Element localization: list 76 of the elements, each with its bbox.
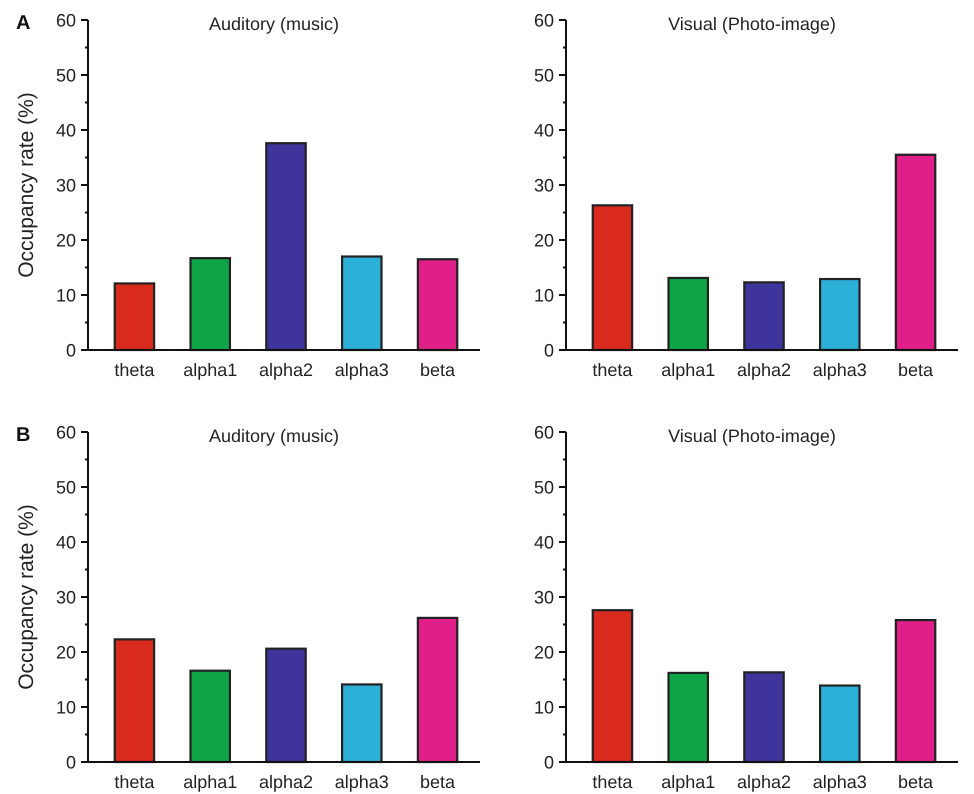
x-tick-label: alpha3 [334,772,389,792]
bar [894,619,936,764]
y-tick-label: 20 [534,642,554,662]
bar [265,648,307,764]
x-tick-label: alpha1 [661,772,716,792]
y-tick-label: 20 [56,230,76,250]
y-tick-label: 60 [534,422,554,442]
y-tick-label: 50 [56,65,76,86]
y-axis-title: Occupancy rate (%) [15,92,38,278]
y-tick-label: 30 [56,175,76,196]
y-tick-label: 60 [56,422,76,442]
x-tick-label: alpha2 [258,360,314,380]
bar [189,670,232,764]
y-tick-label: 50 [534,477,554,498]
y-tick-label: 10 [56,285,76,306]
x-tick-label: beta [898,772,934,792]
bar [114,638,156,764]
y-tick-label: 30 [534,175,554,196]
text: B [16,424,30,446]
bar [592,204,634,352]
y-tick-label: 60 [534,10,554,30]
x-tick-label: beta [420,360,456,380]
y-tick-label: 40 [56,532,76,552]
text: A [16,12,30,34]
x-tick-label: theta [592,772,634,792]
x-tick-label: alpha3 [334,360,389,380]
y-tick-label: 0 [544,340,554,360]
y-tick-label: 10 [56,697,76,718]
x-tick-label: beta [898,360,934,380]
x-tick-label: theta [114,360,156,380]
chart-title: Visual (Photo-image) [668,14,836,34]
y-tick-label: 20 [56,642,76,662]
bar [189,257,232,352]
bar [743,671,785,764]
bar [265,142,307,352]
x-tick-label: alpha1 [183,360,238,380]
y-axis-title: Occupancy rate (%) [15,504,38,690]
x-tick-label: alpha3 [812,772,867,792]
bar [667,672,710,764]
bar [416,616,458,764]
y-tick-label: 50 [56,477,76,498]
bar [667,276,710,352]
bar [818,684,861,764]
x-tick-label: alpha1 [661,360,716,380]
bar [894,154,936,352]
x-tick-label: theta [114,772,156,792]
y-tick-label: 0 [66,340,76,360]
bar [818,278,861,352]
bar [340,683,383,764]
x-tick-label: alpha1 [183,772,238,792]
x-tick-label: alpha3 [812,360,867,380]
y-tick-label: 30 [56,587,76,608]
y-tick-label: 40 [56,120,76,140]
x-tick-label: alpha2 [258,772,314,792]
y-tick-label: 20 [534,230,554,250]
bar [416,258,458,352]
x-tick-label: alpha2 [736,360,792,380]
x-tick-label: alpha2 [736,772,792,792]
x-tick-label: beta [420,772,456,792]
y-tick-label: 10 [534,285,554,306]
y-tick-label: 60 [56,10,76,30]
y-tick-label: 0 [544,752,554,772]
y-tick-label: 30 [534,587,554,608]
bar [114,282,156,352]
x-tick-label: theta [592,360,634,380]
y-tick-label: 40 [534,120,554,140]
y-tick-label: 50 [534,65,554,86]
y-tick-label: 10 [534,697,554,718]
bar [592,609,634,764]
chart-title: Visual (Photo-image) [668,426,836,446]
chart-title: Auditory (music) [208,426,340,446]
chart-title: Auditory (music) [208,14,340,34]
y-tick-label: 0 [66,752,76,772]
y-tick-label: 40 [534,532,554,552]
bar [340,255,383,352]
bar [743,281,785,352]
